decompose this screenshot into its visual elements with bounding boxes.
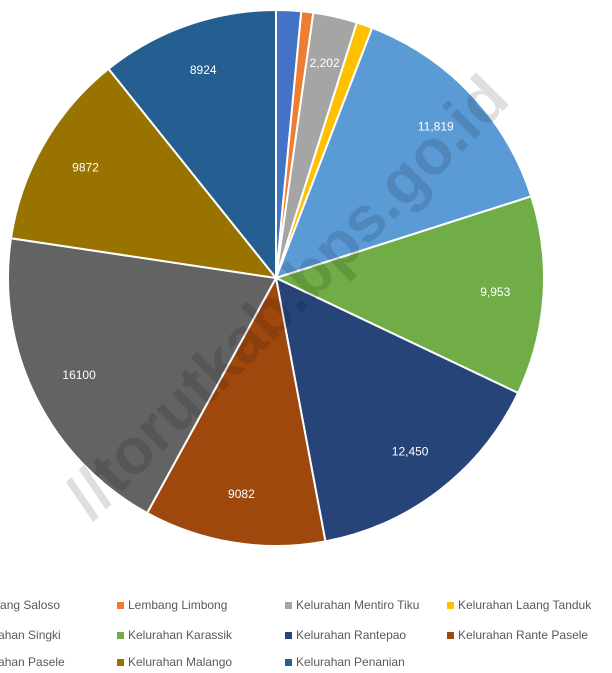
legend-swatch	[285, 632, 292, 639]
pie-slice	[9, 67, 279, 280]
legend-swatch	[117, 602, 124, 609]
pie-slice	[273, 195, 545, 395]
pie-slice	[274, 276, 520, 543]
legend-label: Kelurahan Singki	[0, 628, 61, 642]
legend-swatch	[447, 632, 454, 639]
data-label: 12,450	[392, 444, 429, 458]
pie-slice	[7, 237, 278, 515]
pie-slice	[145, 275, 327, 547]
data-label: 2,202	[310, 56, 340, 70]
legend-label: Kelurahan Malango	[128, 655, 232, 669]
legend-swatch	[285, 659, 292, 666]
data-label: 8924	[190, 63, 217, 77]
legend-swatch	[285, 602, 292, 609]
legend-label: Kelurahan Rantepao	[296, 628, 406, 642]
legend-swatch	[117, 632, 124, 639]
legend-label: Kelurahan Karassik	[128, 628, 233, 642]
data-label: 11,819	[418, 119, 454, 133]
legend-label: Kelurahan Pasele	[0, 655, 65, 669]
data-label: 16100	[62, 368, 96, 382]
data-label: 9,953	[480, 285, 510, 299]
legend-label: Kelurahan Penanian	[296, 655, 405, 669]
data-label: 9082	[228, 487, 255, 501]
pie: 2,202 11,819 9,953 12,450 9082 16100 9872 8924	[7, 8, 545, 547]
legend-label: Kelurahan Laang Tanduk	[458, 598, 592, 612]
legend-label: Kelurahan Rante Pasele	[458, 628, 588, 642]
data-label: 9872	[72, 161, 99, 175]
legend-swatch	[447, 602, 454, 609]
legend-label: Kelurahan Mentiro Tiku	[296, 598, 419, 612]
legend-label: Lembang Saloso	[0, 598, 60, 612]
pie-slice	[107, 8, 277, 281]
legend-swatch	[117, 659, 124, 666]
pie-slice	[274, 26, 533, 280]
legend: Lembang Saloso Lembang Limbong Kelurahan M…	[0, 598, 592, 669]
legend-label: Lembang Limbong	[128, 598, 227, 612]
